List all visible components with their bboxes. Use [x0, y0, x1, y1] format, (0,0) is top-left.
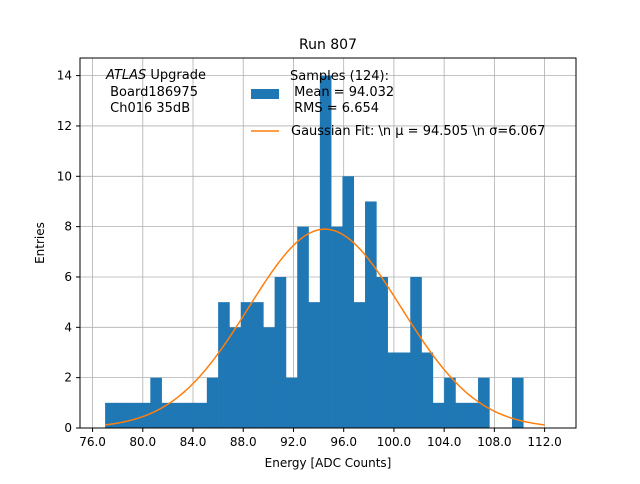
histogram-bar [274, 276, 287, 428]
legend-fit-label: Gaussian Fit: \n μ = 94.505 \n σ=6.067 [291, 124, 545, 139]
histogram-bar [127, 402, 140, 428]
legend-samples-mean: Mean = 94.032 [290, 85, 394, 100]
y-tick-label: 6 [64, 270, 72, 284]
y-tick-label: 10 [57, 169, 72, 183]
atlas-annotation: ATLAS Upgrade Board186975 Ch016 35dB [105, 68, 206, 116]
histogram-bar [376, 276, 388, 428]
x-tick-label: 96.0 [330, 435, 357, 449]
x-tick-label: 76.0 [79, 435, 106, 449]
gaussian-fit-curve [105, 228, 545, 426]
annotation-board: Board186975 [106, 85, 198, 100]
x-axis-ticks: 76.0 80.0 84.0 88.0 92.0 96.0 100.0 104.0 108.0 1… [79, 428, 562, 449]
y-tick-label: 4 [64, 320, 72, 334]
histogram-bar [410, 276, 422, 428]
histogram-bar [172, 402, 185, 428]
annotation-line-1: ATLAS Upgrade [105, 68, 206, 83]
x-tick-label: 80.0 [129, 435, 156, 449]
chart-title: Run 807 [299, 37, 357, 53]
histogram-bar [285, 377, 298, 428]
histogram-bar [229, 327, 242, 428]
annotation-upgrade: Upgrade [146, 68, 206, 83]
histogram-bar [398, 352, 411, 428]
histogram-bar [387, 352, 400, 428]
x-axis-label: Energy [ADC Counts] [265, 456, 392, 470]
gaussian-fit [105, 228, 545, 426]
annotation-atlas: ATLAS [105, 68, 146, 83]
histogram-bar [105, 402, 117, 428]
legend-samples-rms: RMS = 6.654 [290, 101, 379, 116]
x-tick-label: 112.0 [527, 435, 561, 449]
histogram-bar [184, 402, 196, 428]
x-tick-label: 92.0 [280, 435, 307, 449]
histogram-bar [206, 377, 219, 428]
histogram-bar [444, 377, 456, 428]
y-tick-label: 12 [57, 119, 72, 133]
annotation-channel: Ch016 35dB [106, 101, 190, 116]
histogram-bar [455, 402, 468, 428]
histogram-bar [116, 402, 129, 428]
histogram-bar [319, 75, 332, 428]
histogram-bar [365, 201, 377, 428]
histogram-bar [161, 402, 174, 428]
x-tick-label: 104.0 [427, 435, 461, 449]
legend: Samples (124): Mean = 94.032 RMS = 6.654… [251, 69, 545, 139]
histogram-bar [218, 302, 230, 428]
histogram-bar [263, 327, 275, 428]
y-axis-ticks: 0 2 4 6 8 10 12 14 [57, 69, 80, 435]
y-tick-label: 14 [57, 69, 72, 83]
histogram-bar [466, 402, 479, 428]
histogram-bar [432, 402, 445, 428]
x-tick-label: 88.0 [230, 435, 257, 449]
legend-samples-title: Samples (124): [290, 69, 389, 84]
histogram-bar [511, 377, 524, 428]
y-tick-label: 0 [64, 421, 72, 435]
y-tick-label: 2 [64, 371, 72, 385]
x-tick-label: 100.0 [377, 435, 411, 449]
histogram-bar [150, 377, 162, 428]
y-axis-label: Entries [33, 222, 47, 264]
legend-samples-patch [251, 89, 279, 99]
y-tick-label: 8 [64, 220, 72, 234]
x-tick-label: 84.0 [180, 435, 207, 449]
histogram-bar [297, 226, 309, 428]
histogram-bar [308, 302, 321, 428]
histogram-bar [478, 377, 490, 428]
x-tick-label: 108.0 [477, 435, 511, 449]
histogram-bar [331, 226, 343, 428]
histogram-bar [240, 302, 253, 428]
histogram-bars [105, 75, 524, 428]
histogram-bar [252, 302, 264, 428]
histogram-bar [353, 302, 366, 428]
plot-frame [79, 57, 577, 429]
histogram-bar [421, 352, 434, 428]
histogram-bar [195, 402, 208, 428]
histogram-bar [342, 176, 355, 428]
